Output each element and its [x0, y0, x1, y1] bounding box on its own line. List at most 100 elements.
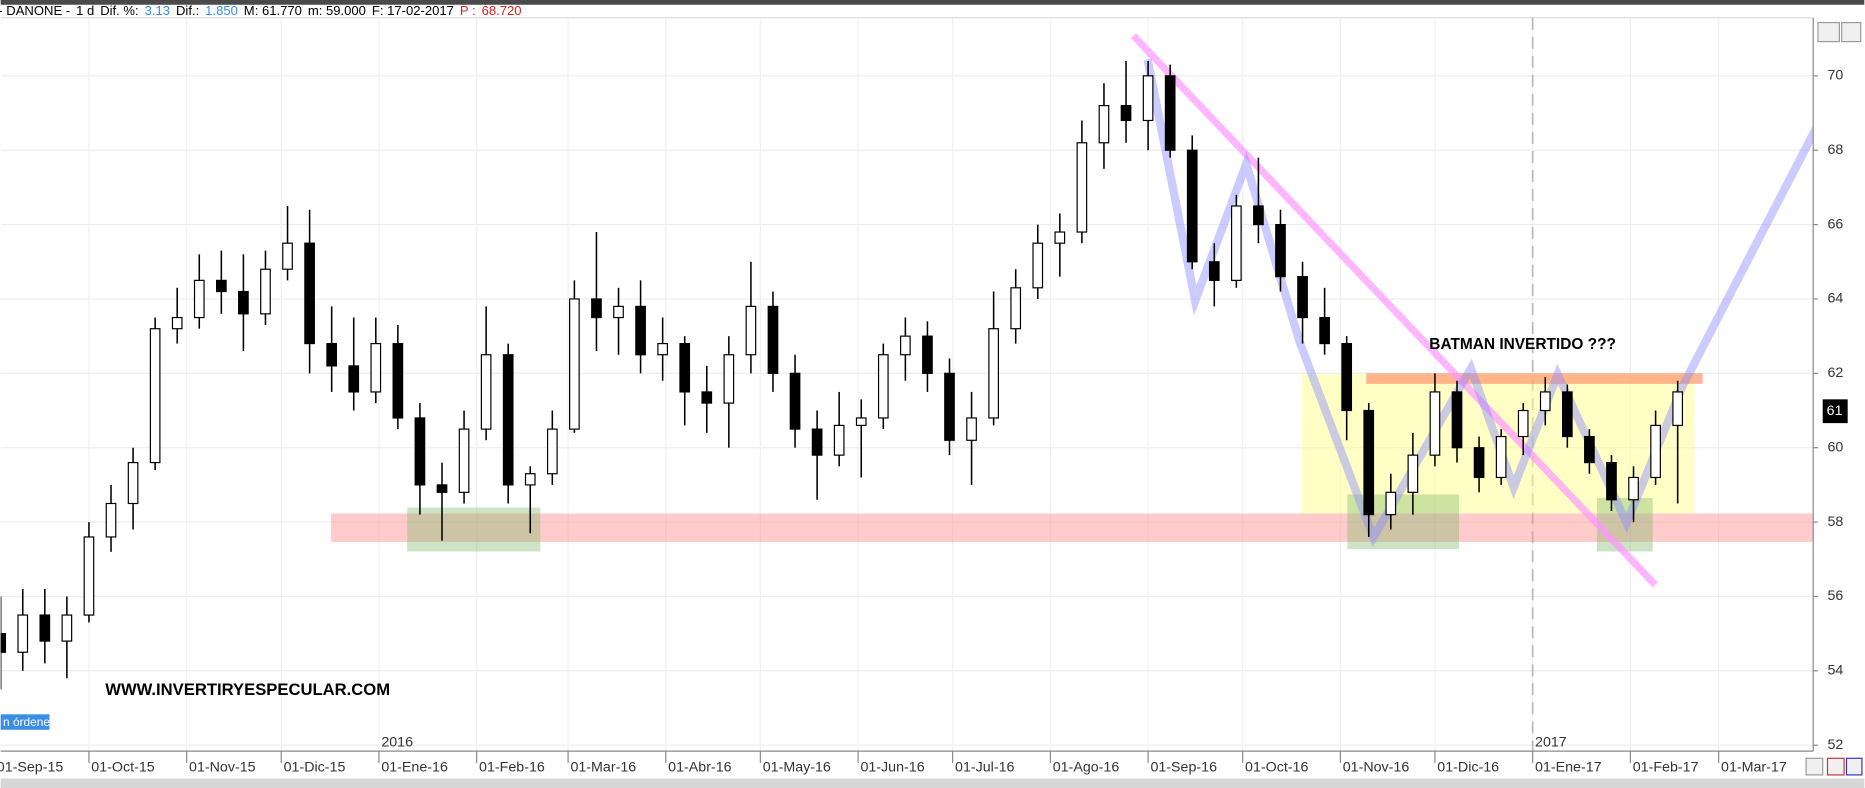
candle-body [414, 417, 426, 486]
y-tick-label: 56 [1827, 588, 1843, 604]
header-item: Dif. %: [100, 3, 138, 18]
header-item: 1 d [76, 3, 94, 18]
candle-body [679, 342, 691, 393]
candle-body [900, 335, 911, 356]
candle-body [458, 428, 470, 493]
candle-body [61, 614, 73, 642]
candle-body [635, 305, 646, 356]
top-border [0, 0, 1865, 5]
toolbar-button[interactable] [1841, 21, 1862, 43]
candle-body [1142, 75, 1154, 122]
candle-body [1231, 205, 1242, 281]
candle-body [877, 354, 889, 419]
candle-body [745, 305, 757, 356]
candle-body [988, 328, 999, 419]
candle-body [193, 279, 205, 319]
support-box [407, 507, 541, 552]
candle-body [1495, 435, 1507, 479]
x-tick-label: 01-Oct-15 [91, 760, 154, 776]
support-box [1596, 497, 1653, 552]
y-tick-label: 70 [1827, 68, 1843, 84]
candle-body [1098, 104, 1110, 144]
candle-body [591, 298, 602, 319]
x-tick-label: 01-Feb-16 [479, 760, 545, 776]
y-tick-label: 58 [1827, 514, 1843, 530]
candle-body [127, 461, 139, 505]
x-tick-label: 01-Ene-17 [1535, 760, 1602, 776]
x-tick-label: 01-May-16 [763, 760, 831, 776]
candle-body [1076, 142, 1088, 233]
candle-body [39, 614, 51, 642]
candle-body [922, 335, 933, 374]
x-tick-label: 01-Oct-16 [1245, 760, 1308, 776]
header: - DANONE - 1 d Dif. %: 3.13 Dif.: 1.850 M: 61.… [0, 3, 522, 18]
candle-body [0, 633, 7, 653]
candle-body [1253, 205, 1264, 226]
candle-body [1032, 242, 1044, 289]
header-item: 1.850 [205, 3, 238, 18]
candle-body [723, 354, 735, 404]
candle-body [701, 391, 713, 404]
candle-body [1517, 409, 1529, 438]
orders-badge[interactable] [0, 714, 50, 730]
candle-body [1451, 391, 1463, 449]
candle-body [657, 342, 668, 356]
header-item: - DANONE - [0, 3, 70, 18]
candle-body [282, 242, 293, 270]
candle-body [1208, 261, 1220, 281]
support-band [331, 513, 1814, 542]
pattern-label: BATMAN INVERTIDO ??? [1429, 336, 1616, 353]
candle-body [1606, 461, 1617, 501]
candle-body [392, 342, 404, 419]
candle-body [1429, 391, 1441, 456]
header-item: 3.13 [145, 3, 170, 18]
y-tick-label: 68 [1827, 142, 1843, 158]
candle-body [1120, 104, 1132, 122]
toolbar-button[interactable] [1817, 21, 1840, 43]
candle-body [480, 354, 492, 430]
x-tick-label: 01-Nov-15 [189, 760, 256, 776]
x-tick-label: 01-Feb-17 [1633, 760, 1699, 776]
x-tick-label: 01-Mar-17 [1721, 760, 1787, 776]
y-tick-label: 54 [1827, 663, 1843, 679]
candle-body [1164, 75, 1176, 151]
pattern-path [1143, 58, 1814, 547]
website-label: WWW.INVERTIRYESPECULAR.COM [105, 680, 390, 699]
candle-body [215, 279, 227, 293]
last-price-label: 61 [1827, 403, 1843, 419]
toolbar-button[interactable] [1805, 757, 1824, 776]
trend-line [1130, 33, 1658, 588]
x-tick-label: 01-Ene-16 [381, 760, 448, 776]
resistance-band [1366, 373, 1703, 384]
toolbar [1805, 21, 1863, 776]
candle-body [1473, 447, 1485, 479]
candle-body [1407, 454, 1419, 493]
y-tick-label: 60 [1827, 439, 1843, 455]
candle-body [613, 305, 624, 319]
candle-body [1385, 491, 1397, 516]
candle-body [502, 354, 514, 486]
candle-body [1186, 149, 1198, 263]
candle-body [1275, 223, 1286, 278]
candle-body [944, 372, 955, 441]
candle-body [149, 328, 161, 464]
candle-body [966, 417, 977, 441]
toolbar-button[interactable] [1845, 757, 1863, 776]
orders-label: n órdenes [3, 715, 56, 729]
candle-body [260, 268, 271, 315]
toolbar-button[interactable] [1826, 757, 1845, 776]
x-tick-label: 01-Dic-15 [284, 760, 346, 776]
candle-body [1650, 424, 1661, 479]
candle-body [1319, 316, 1330, 345]
header-item: F: 17-02-2017 [372, 3, 454, 18]
header-item: P : [460, 3, 476, 18]
candle-body [569, 298, 580, 430]
x-tick-label: 01-Ago-16 [1053, 760, 1120, 776]
candle-body [1561, 391, 1573, 438]
year-label: 2016 [381, 735, 413, 751]
x-tick-label: 01-Mar-16 [570, 760, 636, 776]
candle-body [833, 424, 845, 456]
scrollbar[interactable] [0, 778, 1865, 788]
